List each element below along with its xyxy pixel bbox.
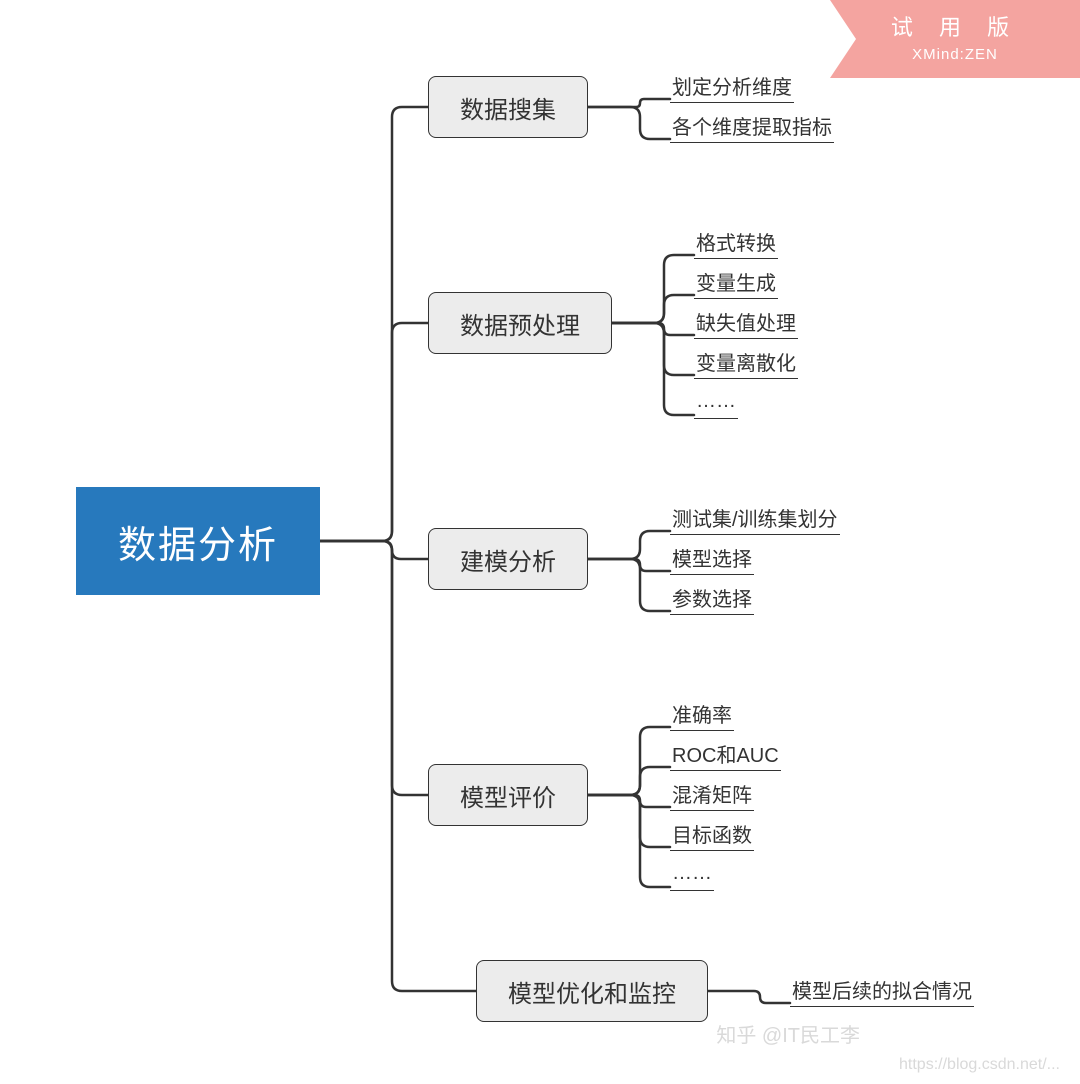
leaf-label: 测试集/训练集划分 xyxy=(672,503,838,532)
leaf-label: 变量生成 xyxy=(696,267,776,296)
leaf-label: 缺失值处理 xyxy=(696,307,796,336)
branch-label: 数据预处理 xyxy=(460,306,580,341)
leaf-label: …… xyxy=(672,862,712,885)
leaf-node[interactable]: 参数选择 xyxy=(670,585,754,615)
branch-label: 数据搜集 xyxy=(460,90,556,125)
branch-node[interactable]: 数据预处理 xyxy=(428,292,612,354)
leaf-label: 模型后续的拟合情况 xyxy=(792,975,972,1004)
leaf-label: 变量离散化 xyxy=(696,347,796,376)
trial-ribbon: 试 用 版 XMind:ZEN xyxy=(830,0,1080,78)
ribbon-line2: XMind:ZEN xyxy=(830,46,1080,63)
watermark-url: https://blog.csdn.net/... xyxy=(899,1056,1060,1074)
leaf-node[interactable]: ROC和AUC xyxy=(670,741,781,771)
branch-label: 模型优化和监控 xyxy=(508,974,676,1009)
leaf-node[interactable]: …… xyxy=(670,861,714,891)
leaf-label: 模型选择 xyxy=(672,543,752,572)
leaf-label: 准确率 xyxy=(672,699,732,728)
leaf-node[interactable]: 变量离散化 xyxy=(694,349,798,379)
leaf-label: 各个维度提取指标 xyxy=(672,111,832,140)
leaf-node[interactable]: …… xyxy=(694,389,738,419)
leaf-node[interactable]: 目标函数 xyxy=(670,821,754,851)
branch-label: 模型评价 xyxy=(460,778,556,813)
leaf-label: …… xyxy=(696,390,736,413)
root-label: 数据分析 xyxy=(118,514,278,569)
leaf-label: ROC和AUC xyxy=(672,739,779,768)
leaf-node[interactable]: 准确率 xyxy=(670,701,734,731)
leaf-label: 混淆矩阵 xyxy=(672,779,752,808)
leaf-node[interactable]: 模型选择 xyxy=(670,545,754,575)
root-node[interactable]: 数据分析 xyxy=(76,487,320,595)
watermark-author: 知乎 @IT民工李 xyxy=(716,1019,860,1048)
leaf-label: 参数选择 xyxy=(672,583,752,612)
leaf-label: 目标函数 xyxy=(672,819,752,848)
leaf-label: 格式转换 xyxy=(696,227,776,256)
branch-node[interactable]: 建模分析 xyxy=(428,528,588,590)
branch-node[interactable]: 数据搜集 xyxy=(428,76,588,138)
leaf-node[interactable]: 混淆矩阵 xyxy=(670,781,754,811)
mindmap-canvas: 数据分析 数据搜集 划定分析维度各个维度提取指标数据预处理 格式转换变量生成缺失值处理… xyxy=(0,0,1080,1084)
branch-node[interactable]: 模型评价 xyxy=(428,764,588,826)
leaf-node[interactable]: 各个维度提取指标 xyxy=(670,113,834,143)
branch-node[interactable]: 模型优化和监控 xyxy=(476,960,708,1022)
leaf-node[interactable]: 测试集/训练集划分 xyxy=(670,505,840,535)
leaf-node[interactable]: 变量生成 xyxy=(694,269,778,299)
leaf-label: 划定分析维度 xyxy=(672,71,792,100)
ribbon-line1: 试 用 版 xyxy=(830,10,1080,42)
leaf-node[interactable]: 模型后续的拟合情况 xyxy=(790,977,974,1007)
leaf-node[interactable]: 缺失值处理 xyxy=(694,309,798,339)
leaf-node[interactable]: 格式转换 xyxy=(694,229,778,259)
branch-label: 建模分析 xyxy=(460,542,556,577)
leaf-node[interactable]: 划定分析维度 xyxy=(670,73,794,103)
